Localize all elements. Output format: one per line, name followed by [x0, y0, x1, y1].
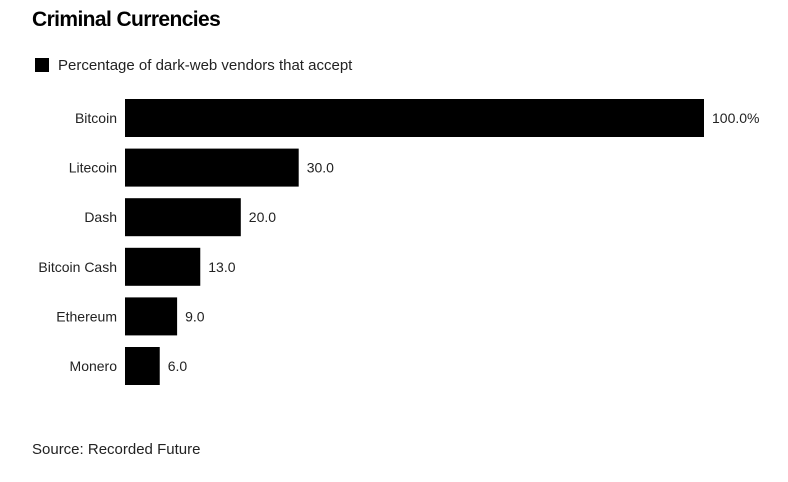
value-label: 9.0 [185, 308, 205, 324]
bar-bitcoin [125, 99, 704, 137]
category-label: Ethereum [56, 308, 117, 324]
category-label: Bitcoin [75, 110, 117, 126]
value-label: 100.0% [712, 110, 759, 126]
source-note: Source: Recorded Future [32, 441, 201, 458]
bar-ethereum [125, 297, 178, 336]
plot-area: Bitcoin 100.0% Litecoin 30.0 Dash 20.0 Bitcoin… [38, 99, 759, 385]
category-label: Bitcoin Cash [38, 259, 117, 275]
chart-title: Criminal Currencies [32, 8, 221, 31]
bar-monero [125, 347, 160, 385]
category-label: Dash [84, 209, 117, 225]
value-label: 30.0 [307, 160, 334, 176]
bar-litecoin [125, 148, 299, 187]
value-label: 20.0 [249, 209, 276, 225]
value-label: 13.0 [208, 259, 235, 275]
bar-dash [125, 198, 241, 237]
value-label: 6.0 [168, 358, 188, 374]
category-label: Litecoin [69, 160, 117, 176]
legend: Percentage of dark-web vendors that acce… [35, 56, 352, 74]
legend-swatch [35, 58, 49, 72]
category-label: Monero [70, 358, 118, 374]
bar-bitcoin-cash [125, 247, 201, 286]
legend-label: Percentage of dark-web vendors that acce… [58, 56, 353, 74]
